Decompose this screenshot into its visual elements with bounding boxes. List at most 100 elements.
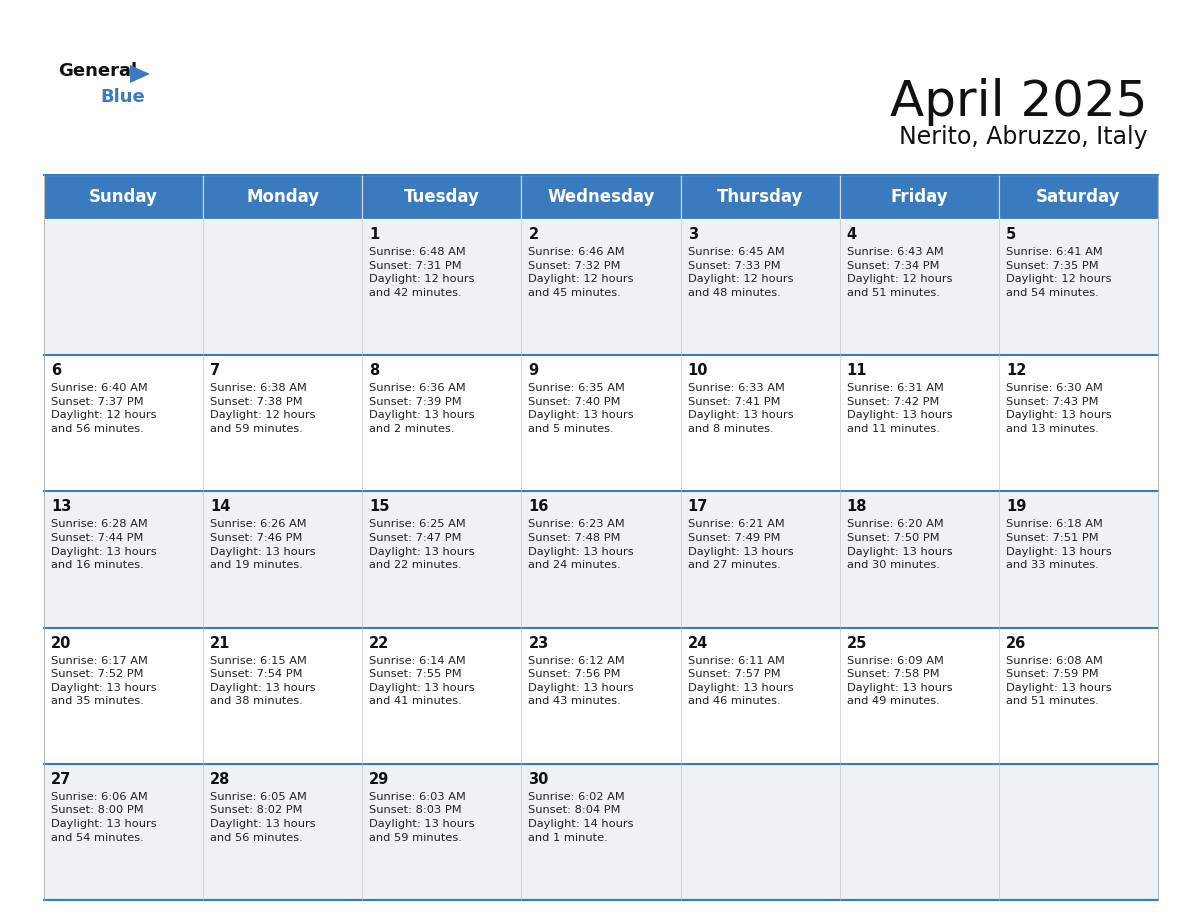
Text: 30: 30 [529, 772, 549, 787]
Text: 7: 7 [210, 364, 220, 378]
Text: Sunrise: 6:40 AM
Sunset: 7:37 PM
Daylight: 12 hours
and 56 minutes.: Sunrise: 6:40 AM Sunset: 7:37 PM Dayligh… [51, 383, 157, 434]
Text: 8: 8 [369, 364, 379, 378]
Bar [362, 628, 522, 764]
Text: Sunrise: 6:11 AM
Sunset: 7:57 PM
Daylight: 13 hours
and 46 minutes.: Sunrise: 6:11 AM Sunset: 7:57 PM Dayligh… [688, 655, 794, 706]
Text: 18: 18 [847, 499, 867, 514]
Bar [840, 628, 999, 764]
Bar [44, 355, 203, 491]
Text: Sunrise: 6:28 AM
Sunset: 7:44 PM
Daylight: 13 hours
and 16 minutes.: Sunrise: 6:28 AM Sunset: 7:44 PM Dayligh… [51, 520, 157, 570]
Bar [681, 355, 840, 491]
Bar [999, 628, 1158, 764]
Text: 19: 19 [1006, 499, 1026, 514]
Text: Sunrise: 6:35 AM
Sunset: 7:40 PM
Daylight: 13 hours
and 5 minutes.: Sunrise: 6:35 AM Sunset: 7:40 PM Dayligh… [529, 383, 634, 434]
Bar [999, 764, 1158, 900]
Text: 15: 15 [369, 499, 390, 514]
Bar [203, 764, 362, 900]
Text: 17: 17 [688, 499, 708, 514]
Text: Sunrise: 6:18 AM
Sunset: 7:51 PM
Daylight: 13 hours
and 33 minutes.: Sunrise: 6:18 AM Sunset: 7:51 PM Dayligh… [1006, 520, 1112, 570]
Bar [840, 764, 999, 900]
Text: Monday: Monday [246, 188, 320, 206]
Bar [522, 219, 681, 355]
Text: Sunrise: 6:31 AM
Sunset: 7:42 PM
Daylight: 13 hours
and 11 minutes.: Sunrise: 6:31 AM Sunset: 7:42 PM Dayligh… [847, 383, 953, 434]
Text: Sunrise: 6:26 AM
Sunset: 7:46 PM
Daylight: 13 hours
and 19 minutes.: Sunrise: 6:26 AM Sunset: 7:46 PM Dayligh… [210, 520, 316, 570]
Text: 16: 16 [529, 499, 549, 514]
Text: Sunrise: 6:41 AM
Sunset: 7:35 PM
Daylight: 12 hours
and 54 minutes.: Sunrise: 6:41 AM Sunset: 7:35 PM Dayligh… [1006, 247, 1111, 297]
Bar [999, 175, 1158, 219]
Bar [203, 355, 362, 491]
Text: Sunrise: 6:09 AM
Sunset: 7:58 PM
Daylight: 13 hours
and 49 minutes.: Sunrise: 6:09 AM Sunset: 7:58 PM Dayligh… [847, 655, 953, 706]
Text: Nerito, Abruzzo, Italy: Nerito, Abruzzo, Italy [899, 125, 1148, 149]
Bar [44, 219, 203, 355]
Bar [203, 628, 362, 764]
Text: Sunrise: 6:05 AM
Sunset: 8:02 PM
Daylight: 13 hours
and 56 minutes.: Sunrise: 6:05 AM Sunset: 8:02 PM Dayligh… [210, 792, 316, 843]
Text: Sunrise: 6:08 AM
Sunset: 7:59 PM
Daylight: 13 hours
and 51 minutes.: Sunrise: 6:08 AM Sunset: 7:59 PM Dayligh… [1006, 655, 1112, 706]
Text: Sunrise: 6:23 AM
Sunset: 7:48 PM
Daylight: 13 hours
and 24 minutes.: Sunrise: 6:23 AM Sunset: 7:48 PM Dayligh… [529, 520, 634, 570]
Bar [681, 491, 840, 628]
Text: 28: 28 [210, 772, 230, 787]
Text: Wednesday: Wednesday [548, 188, 655, 206]
Text: 29: 29 [369, 772, 390, 787]
Text: 21: 21 [210, 635, 230, 651]
Bar [203, 175, 362, 219]
Bar [840, 219, 999, 355]
Text: 25: 25 [847, 635, 867, 651]
Text: Sunrise: 6:48 AM
Sunset: 7:31 PM
Daylight: 12 hours
and 42 minutes.: Sunrise: 6:48 AM Sunset: 7:31 PM Dayligh… [369, 247, 475, 297]
Text: Sunrise: 6:21 AM
Sunset: 7:49 PM
Daylight: 13 hours
and 27 minutes.: Sunrise: 6:21 AM Sunset: 7:49 PM Dayligh… [688, 520, 794, 570]
Text: Blue: Blue [100, 88, 145, 106]
Text: Sunrise: 6:06 AM
Sunset: 8:00 PM
Daylight: 13 hours
and 54 minutes.: Sunrise: 6:06 AM Sunset: 8:00 PM Dayligh… [51, 792, 157, 843]
Text: Thursday: Thursday [716, 188, 803, 206]
Text: 13: 13 [51, 499, 71, 514]
Bar [362, 491, 522, 628]
Text: 5: 5 [1006, 227, 1016, 242]
Bar [999, 491, 1158, 628]
Bar [44, 491, 203, 628]
Text: Sunrise: 6:43 AM
Sunset: 7:34 PM
Daylight: 12 hours
and 51 minutes.: Sunrise: 6:43 AM Sunset: 7:34 PM Dayligh… [847, 247, 953, 297]
Bar [44, 764, 203, 900]
Text: Sunrise: 6:15 AM
Sunset: 7:54 PM
Daylight: 13 hours
and 38 minutes.: Sunrise: 6:15 AM Sunset: 7:54 PM Dayligh… [210, 655, 316, 706]
Text: April 2025: April 2025 [891, 78, 1148, 126]
Bar [362, 175, 522, 219]
Text: Sunrise: 6:17 AM
Sunset: 7:52 PM
Daylight: 13 hours
and 35 minutes.: Sunrise: 6:17 AM Sunset: 7:52 PM Dayligh… [51, 655, 157, 706]
Bar [203, 491, 362, 628]
Text: 1: 1 [369, 227, 379, 242]
Text: 10: 10 [688, 364, 708, 378]
Bar [681, 219, 840, 355]
Bar [44, 175, 203, 219]
Text: Sunrise: 6:02 AM
Sunset: 8:04 PM
Daylight: 14 hours
and 1 minute.: Sunrise: 6:02 AM Sunset: 8:04 PM Dayligh… [529, 792, 634, 843]
Text: Sunrise: 6:38 AM
Sunset: 7:38 PM
Daylight: 12 hours
and 59 minutes.: Sunrise: 6:38 AM Sunset: 7:38 PM Dayligh… [210, 383, 316, 434]
Text: Sunrise: 6:20 AM
Sunset: 7:50 PM
Daylight: 13 hours
and 30 minutes.: Sunrise: 6:20 AM Sunset: 7:50 PM Dayligh… [847, 520, 953, 570]
Text: Sunrise: 6:33 AM
Sunset: 7:41 PM
Daylight: 13 hours
and 8 minutes.: Sunrise: 6:33 AM Sunset: 7:41 PM Dayligh… [688, 383, 794, 434]
Text: 20: 20 [51, 635, 71, 651]
Bar [522, 491, 681, 628]
Bar [840, 175, 999, 219]
Bar [681, 175, 840, 219]
Bar [999, 355, 1158, 491]
Text: 23: 23 [529, 635, 549, 651]
Text: Sunrise: 6:03 AM
Sunset: 8:03 PM
Daylight: 13 hours
and 59 minutes.: Sunrise: 6:03 AM Sunset: 8:03 PM Dayligh… [369, 792, 475, 843]
Bar [840, 355, 999, 491]
Bar [362, 219, 522, 355]
Text: Sunday: Sunday [89, 188, 158, 206]
Text: 4: 4 [847, 227, 857, 242]
Bar [840, 491, 999, 628]
Bar [999, 219, 1158, 355]
Bar [203, 219, 362, 355]
Text: Sunrise: 6:12 AM
Sunset: 7:56 PM
Daylight: 13 hours
and 43 minutes.: Sunrise: 6:12 AM Sunset: 7:56 PM Dayligh… [529, 655, 634, 706]
Polygon shape [129, 65, 150, 83]
Text: Sunrise: 6:36 AM
Sunset: 7:39 PM
Daylight: 13 hours
and 2 minutes.: Sunrise: 6:36 AM Sunset: 7:39 PM Dayligh… [369, 383, 475, 434]
Text: 27: 27 [51, 772, 71, 787]
Bar [522, 175, 681, 219]
Text: 3: 3 [688, 227, 697, 242]
Text: 6: 6 [51, 364, 61, 378]
Bar [522, 355, 681, 491]
Text: 26: 26 [1006, 635, 1026, 651]
Text: 12: 12 [1006, 364, 1026, 378]
Text: Tuesday: Tuesday [404, 188, 480, 206]
Text: 14: 14 [210, 499, 230, 514]
Bar [362, 764, 522, 900]
Bar [44, 628, 203, 764]
Text: 11: 11 [847, 364, 867, 378]
Text: Friday: Friday [891, 188, 948, 206]
Text: 24: 24 [688, 635, 708, 651]
Bar [681, 628, 840, 764]
